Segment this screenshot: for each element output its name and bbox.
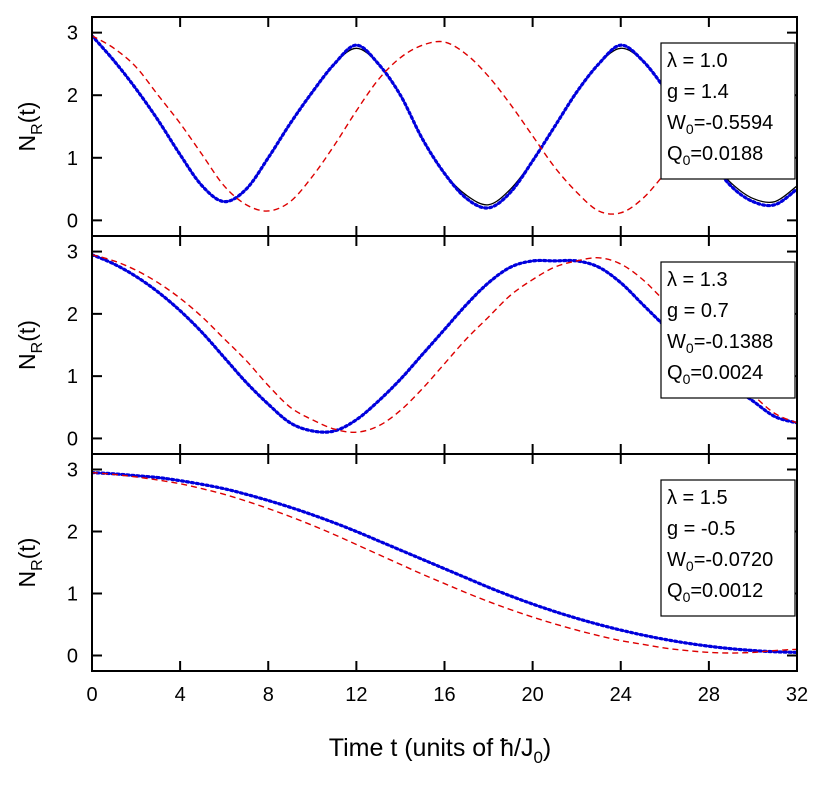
y-tick-label: 3 bbox=[67, 23, 78, 45]
y-axis-label: NR(t) bbox=[14, 538, 46, 588]
series-line-3-dashed bbox=[92, 35, 797, 215]
legend-entry: W0=-0.5594 bbox=[667, 112, 773, 137]
legend-entry: λ = 1.3 bbox=[667, 269, 728, 291]
y-tick-label: 2 bbox=[67, 304, 78, 326]
x-tick-label: 28 bbox=[698, 684, 720, 706]
legend-entry: λ = 1.5 bbox=[667, 487, 728, 509]
y-tick-label: 0 bbox=[67, 428, 78, 450]
y-tick-label: 3 bbox=[67, 460, 78, 482]
legend-entry: Q0=0.0188 bbox=[667, 143, 763, 168]
x-tick-label: 24 bbox=[610, 684, 632, 706]
y-tick-label: 0 bbox=[67, 210, 78, 232]
y-tick-label: 1 bbox=[67, 366, 78, 388]
x-tick-label: 0 bbox=[86, 684, 97, 706]
panel-1: 0 1 2 3 NR(t) λ = 1.0 g = 1.4 W0=-0.5594 Q0=0.01… bbox=[14, 16, 798, 237]
y-axis-label: NR(t) bbox=[14, 320, 46, 370]
legend-entry: g = 0.7 bbox=[667, 300, 729, 322]
legend-entry: λ = 1.0 bbox=[667, 50, 728, 72]
legend-entry: g = 1.4 bbox=[667, 81, 729, 103]
series-line-3-dashed bbox=[92, 471, 797, 654]
x-tick-label: 32 bbox=[786, 684, 808, 706]
x-tick-label: 8 bbox=[263, 684, 274, 706]
x-tick-label: 16 bbox=[433, 684, 455, 706]
y-tick-label: 3 bbox=[67, 242, 78, 264]
panel-2: 0 1 2 3 NR(t) λ = 1.3 g = 0.7 W0=-0.1388 Q0=0.00… bbox=[14, 235, 798, 455]
legend-entry: W0=-0.0720 bbox=[667, 549, 773, 574]
legend-box bbox=[660, 479, 796, 617]
x-tick-label: 20 bbox=[522, 684, 544, 706]
y-tick-label: 2 bbox=[67, 85, 78, 107]
legend-entry: W0=-0.1388 bbox=[667, 331, 773, 356]
x-axis-label-subscript: 0 bbox=[533, 748, 542, 767]
legend-entry: g = -0.5 bbox=[667, 518, 735, 540]
legend-entry: Q0=0.0024 bbox=[667, 362, 763, 387]
series-line-2-dotted bbox=[92, 471, 797, 654]
y-tick-label: 2 bbox=[67, 522, 78, 544]
y-tick-label: 1 bbox=[67, 584, 78, 606]
legend-box bbox=[660, 42, 796, 180]
x-tick-label: 4 bbox=[175, 684, 186, 706]
y-tick-label: 1 bbox=[67, 148, 78, 170]
series-group bbox=[92, 471, 797, 654]
x-tick-label: 12 bbox=[345, 684, 367, 706]
y-tick-label: 0 bbox=[67, 646, 78, 668]
legend-box bbox=[660, 261, 796, 399]
y-axis-label: NR(t) bbox=[14, 102, 46, 152]
legend-entry: Q0=0.0012 bbox=[667, 580, 763, 605]
x-axis-label: Time t (units of ħ/J0) bbox=[329, 734, 551, 767]
